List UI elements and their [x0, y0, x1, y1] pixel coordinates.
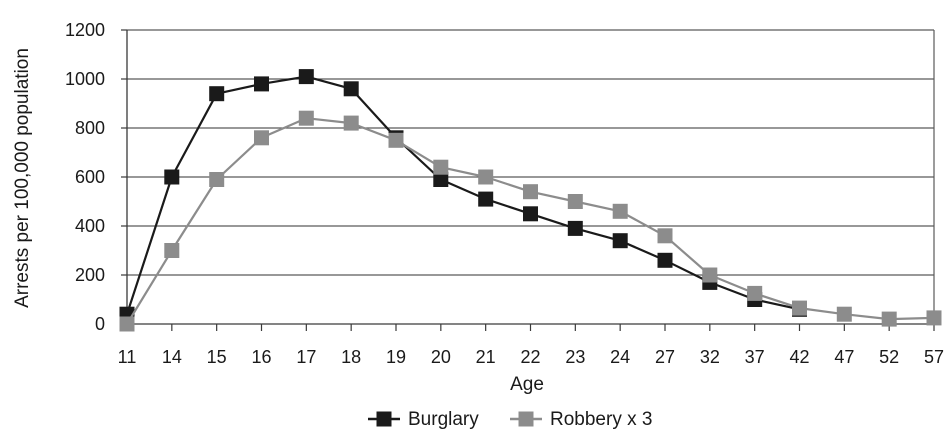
data-point-marker — [388, 132, 404, 148]
y-axis-title: Arrests per 100,000 population — [12, 48, 33, 308]
x-tick-label: 17 — [296, 347, 316, 367]
x-tick-label: 21 — [476, 347, 496, 367]
data-point-marker — [567, 194, 583, 209]
x-tick-label: 47 — [834, 347, 854, 367]
x-tick-label: 15 — [207, 347, 227, 367]
data-point-marker — [612, 233, 628, 249]
data-point-marker — [433, 159, 449, 175]
x-axis-title: Age — [510, 374, 544, 395]
x-tick-label: 14 — [162, 347, 182, 367]
x-tick-label: 22 — [520, 347, 540, 367]
data-point-marker — [254, 130, 269, 146]
data-point-marker — [612, 203, 628, 219]
x-tick-label: 52 — [879, 347, 899, 367]
data-point-marker — [478, 191, 494, 207]
data-point-marker — [926, 310, 942, 326]
x-tick-label: 11 — [118, 347, 137, 367]
x-tick-label: 42 — [789, 347, 809, 367]
data-point-marker — [478, 169, 494, 185]
legend-label: Robbery x 3 — [550, 409, 652, 430]
data-point-marker — [343, 81, 359, 97]
y-tick-label: 800 — [75, 118, 105, 138]
series-burglary — [119, 69, 807, 322]
data-point-marker — [298, 69, 314, 85]
data-point-marker — [119, 316, 135, 332]
data-point-marker — [792, 300, 807, 316]
x-tick-label: 24 — [610, 347, 630, 367]
series-lines — [119, 69, 942, 332]
y-tick-label: 200 — [75, 265, 105, 285]
data-point-marker — [657, 228, 673, 244]
x-tick-label: 27 — [655, 347, 675, 367]
x-tick-label: 20 — [431, 347, 451, 367]
data-point-marker — [523, 184, 538, 200]
x-tick-label: 32 — [700, 347, 720, 367]
tick-labels: 0 200 400 600 800 1000 1200 11 14 15 16 17 18 19 20 21 2… — [65, 20, 944, 367]
x-tick-label: 19 — [386, 347, 406, 367]
y-tick-label: 400 — [75, 216, 105, 236]
legend-label: Burglary — [408, 409, 479, 430]
x-tick-label: 18 — [341, 347, 361, 367]
data-point-marker — [657, 252, 673, 268]
y-tick-label: 600 — [75, 167, 105, 187]
y-tick-label: 1000 — [65, 69, 105, 89]
legend: Burglary Robbery x 3 — [368, 409, 652, 430]
data-point-marker — [702, 267, 718, 283]
data-point-marker — [209, 172, 225, 187]
x-tick-label: 16 — [251, 347, 271, 367]
data-point-marker — [567, 220, 583, 236]
data-point-marker — [433, 172, 449, 187]
data-point-marker — [343, 115, 359, 131]
data-point-marker — [298, 110, 314, 126]
data-point-marker — [747, 285, 763, 301]
gridlines — [127, 29, 934, 276]
y-tick-label: 0 — [95, 314, 105, 334]
data-point-marker — [881, 311, 897, 327]
data-point-marker — [836, 306, 852, 322]
series-line — [125, 75, 800, 315]
legend-item: Robbery x 3 — [510, 409, 652, 430]
x-tick-label: 23 — [565, 347, 585, 367]
y-tick-label: 1200 — [65, 20, 105, 40]
x-tick-label: 57 — [924, 347, 944, 367]
data-point-marker — [164, 169, 180, 185]
series-robbery-x-3 — [119, 110, 942, 332]
axes — [121, 29, 935, 331]
legend-marker-swatch — [518, 411, 534, 427]
legend-marker-swatch — [376, 411, 392, 427]
data-point-marker — [254, 76, 269, 92]
legend-item: Burglary — [368, 409, 479, 430]
x-tick-label: 37 — [745, 347, 765, 367]
data-point-marker — [164, 243, 180, 258]
data-point-marker — [523, 206, 538, 222]
data-point-marker — [209, 86, 225, 102]
